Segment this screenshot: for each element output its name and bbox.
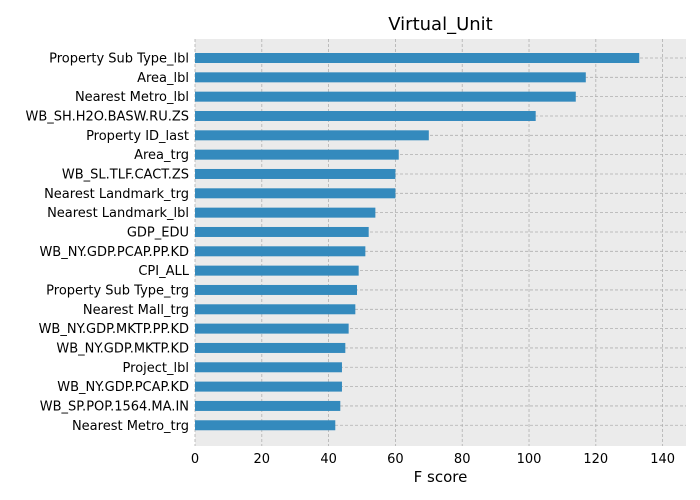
x-tick-label: 80 [454,452,471,467]
x-tick-label: 120 [583,452,608,467]
bar [195,265,359,276]
y-tick-label: Nearest Metro_lbl [75,90,189,105]
bar [195,110,536,121]
bar [195,207,376,218]
y-tick-label: Area_trg [134,148,189,163]
x-tick-label: 20 [254,452,271,467]
chart-title: Virtual_Unit [388,14,492,35]
bar [195,149,399,160]
bar [195,400,341,411]
bar [195,168,396,179]
x-tick-label: 60 [387,452,404,467]
bar [195,323,349,334]
y-tick-label: Nearest Mall_trg [83,303,189,318]
bars [195,53,640,431]
y-tick-label: CPI_ALL [138,264,189,279]
y-tick-label: Property ID_last [86,129,189,144]
y-tick-label: WB_SL.TLF.CACT.ZS [62,167,189,182]
y-tick-label: WB_NY.GDP.MKTP.PP.KD [39,322,189,337]
y-tick-label: Property Sub Type_lbl [49,52,189,67]
bar [195,362,342,373]
bar [195,72,586,83]
x-tick-label: 100 [517,452,542,467]
y-tick-label: GDP_EDU [127,225,189,240]
bar [195,226,369,237]
x-tick-label: 0 [191,452,199,467]
bar [195,304,356,315]
bar [195,188,396,199]
y-tick-label: WB_NY.GDP.MKTP.KD [56,341,189,356]
y-tick-label: WB_NY.GDP.PCAP.PP.KD [39,245,189,260]
y-tick-label: WB_SH.H2O.BASW.RU.ZS [26,109,189,124]
plot-background [195,39,686,446]
y-tick-labels: Property Sub Type_lbl Area_lbl Nearest Met… [26,52,190,434]
bar [195,420,336,431]
bar [195,130,429,141]
y-tick-label: WB_SP.POP.1564.MA.IN [40,399,189,414]
y-tick-label: WB_NY.GDP.PCAP.KD [57,380,189,395]
y-tick-label: Nearest Landmark_trg [44,187,189,202]
y-tick-label: Project_lbl [123,361,189,376]
y-tick-label: Nearest Metro_trg [72,419,189,434]
y-tick-label: Area_lbl [137,71,189,86]
bar [195,342,346,353]
bar [195,381,342,392]
bar [195,246,366,257]
bar [195,91,576,102]
bar [195,284,357,295]
x-axis-title: F score [414,468,468,486]
y-tick-label: Nearest Landmark_lbl [47,206,189,221]
x-tick-labels: 0 20 40 60 80 100 120 140 [191,452,675,467]
x-tick-label: 40 [320,452,337,467]
y-tick-label: Property Sub Type_trg [46,283,189,298]
x-tick-label: 140 [650,452,675,467]
bar [195,53,640,63]
